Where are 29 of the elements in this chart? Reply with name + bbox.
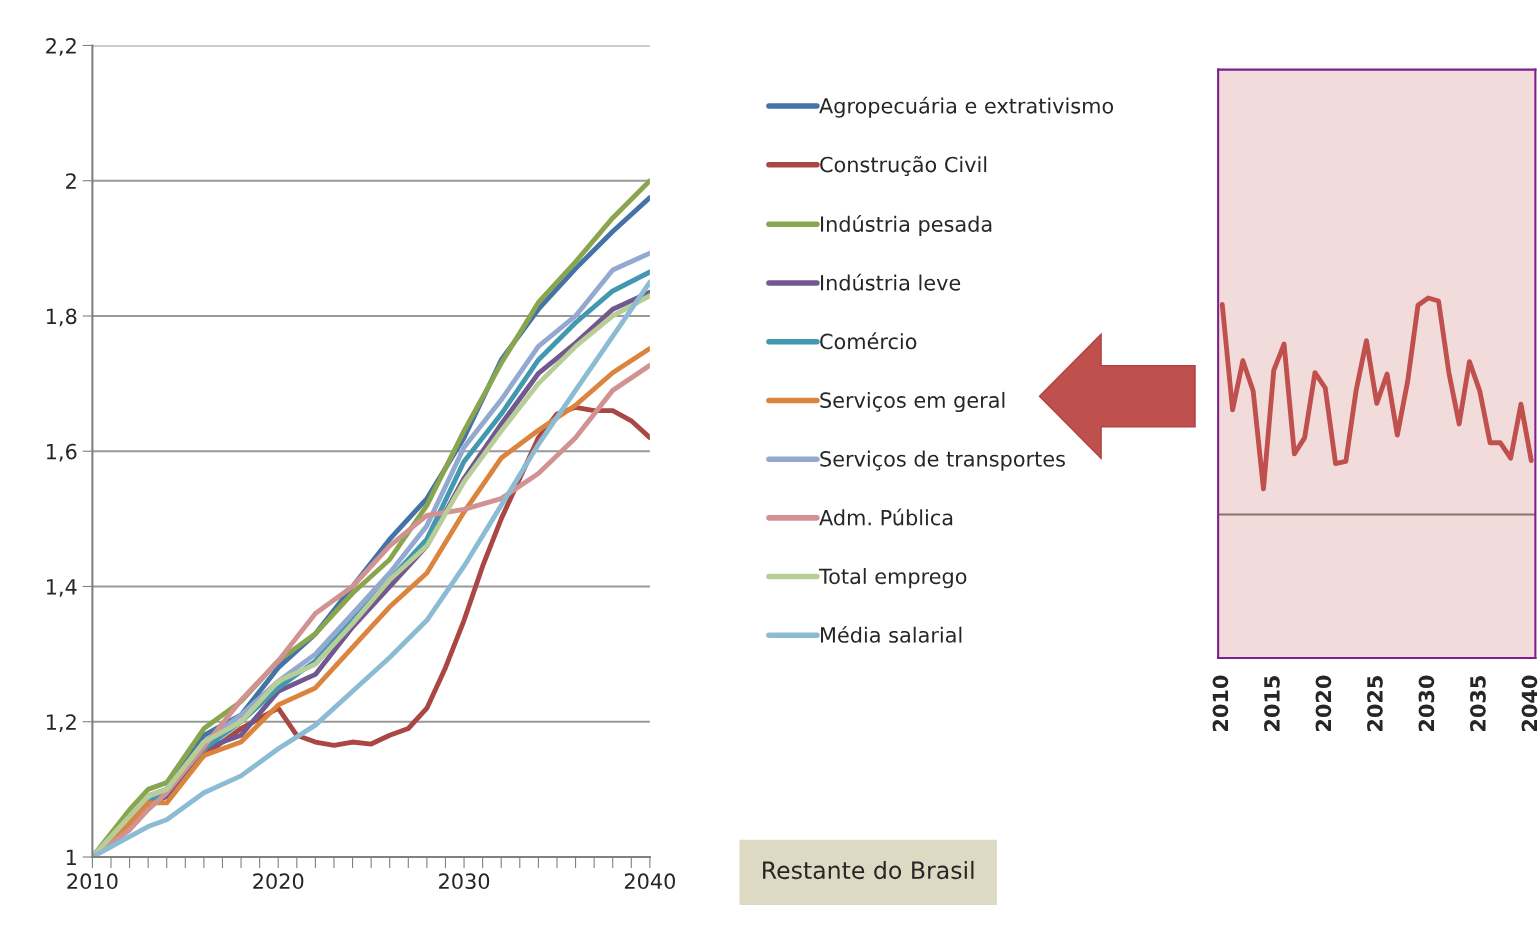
- x-tick-label: 2010: [67, 873, 118, 890]
- y-tick-label: 1,4: [46, 579, 77, 597]
- x-tick-label: 2040: [624, 873, 676, 890]
- legend-label: Serviços em geral: [820, 391, 1005, 413]
- y-tick-label: 1: [66, 849, 76, 865]
- x-tick-label: 2010: [1212, 675, 1229, 731]
- x-tick-label: 2025: [1367, 676, 1383, 731]
- y-tick-label: 1,6: [46, 443, 77, 462]
- legend-label: Comércio: [820, 332, 917, 350]
- legend-label: Indústria pesada: [821, 214, 992, 236]
- x-tick-label: 2030: [439, 873, 490, 890]
- y-tick-label: 2,2: [46, 37, 76, 56]
- legend-label: Serviços de transportes: [820, 450, 1065, 471]
- y-tick-label: 1,2: [46, 714, 76, 733]
- legend-label: Adm. Pública: [819, 508, 953, 526]
- y-tick-label: 2: [66, 173, 76, 189]
- text: Restante do Brasil: [763, 860, 974, 880]
- x-tick-label: 2030: [1418, 675, 1435, 731]
- x-tick-label: 2020: [1315, 675, 1332, 731]
- legend-label: Indústria leve: [821, 273, 961, 291]
- x-tick-label: 2035: [1470, 676, 1486, 731]
- legend-label: Construção Civil: [820, 155, 987, 177]
- x-tick-label: 2020: [253, 873, 304, 890]
- y-tick-label: 1,8: [46, 308, 77, 327]
- x-tick-label: 2040: [1521, 675, 1538, 731]
- legend-label: Agropecuária e extrativismo: [819, 96, 1114, 118]
- legend-label: Total emprego: [818, 568, 967, 589]
- x-tick-label: 2015: [1264, 676, 1280, 731]
- legend-label: Média salarial: [821, 625, 962, 643]
